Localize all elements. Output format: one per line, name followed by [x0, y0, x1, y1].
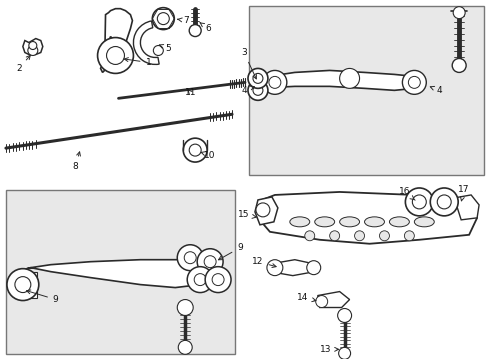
Circle shape	[316, 296, 328, 307]
Circle shape	[189, 24, 201, 37]
Text: 11: 11	[184, 88, 196, 97]
Text: 12: 12	[252, 257, 276, 267]
Circle shape	[338, 309, 352, 323]
Polygon shape	[258, 192, 477, 244]
Circle shape	[253, 85, 263, 95]
Circle shape	[430, 188, 458, 216]
Bar	[15, 272, 37, 298]
Circle shape	[157, 13, 169, 24]
Bar	[6, 190, 235, 354]
Circle shape	[305, 231, 315, 241]
Ellipse shape	[415, 217, 434, 227]
Text: 16: 16	[399, 188, 415, 200]
Circle shape	[183, 138, 207, 162]
Circle shape	[189, 144, 201, 156]
Circle shape	[205, 267, 231, 293]
Circle shape	[15, 276, 31, 293]
Polygon shape	[100, 9, 132, 72]
Circle shape	[153, 45, 163, 55]
Circle shape	[269, 76, 281, 88]
Text: 10: 10	[201, 150, 216, 159]
Text: 7: 7	[178, 16, 189, 25]
Circle shape	[197, 249, 223, 275]
Circle shape	[29, 41, 37, 50]
Text: 13: 13	[320, 345, 339, 354]
Text: 4: 4	[430, 86, 442, 95]
Circle shape	[98, 37, 133, 73]
Polygon shape	[23, 39, 43, 54]
Polygon shape	[265, 71, 419, 90]
Text: 8: 8	[73, 152, 80, 171]
Text: 6: 6	[200, 23, 211, 33]
Text: 17: 17	[459, 185, 470, 201]
Circle shape	[339, 347, 350, 359]
Ellipse shape	[315, 217, 335, 227]
Text: 14: 14	[297, 293, 316, 302]
Circle shape	[187, 267, 213, 293]
Circle shape	[256, 203, 270, 217]
Circle shape	[152, 8, 174, 30]
Text: 9: 9	[219, 243, 243, 260]
Text: 1: 1	[124, 58, 151, 67]
Polygon shape	[16, 260, 220, 288]
Circle shape	[355, 231, 365, 241]
Circle shape	[106, 46, 124, 64]
Circle shape	[194, 274, 206, 285]
Circle shape	[402, 71, 426, 94]
Circle shape	[330, 231, 340, 241]
Wedge shape	[133, 21, 159, 64]
Ellipse shape	[365, 217, 385, 227]
Circle shape	[248, 80, 268, 100]
Polygon shape	[318, 292, 349, 307]
Circle shape	[404, 231, 415, 241]
Circle shape	[184, 252, 196, 264]
Text: 3: 3	[241, 48, 256, 79]
Circle shape	[408, 76, 420, 88]
Circle shape	[177, 300, 193, 315]
Circle shape	[263, 71, 287, 94]
Circle shape	[453, 7, 465, 19]
Text: 5: 5	[159, 44, 171, 53]
Circle shape	[204, 256, 216, 268]
Circle shape	[178, 340, 192, 354]
Circle shape	[212, 274, 224, 285]
Circle shape	[452, 58, 466, 72]
Circle shape	[177, 245, 203, 271]
Bar	[249, 6, 484, 175]
Text: 4: 4	[241, 86, 254, 95]
Circle shape	[405, 188, 433, 216]
Ellipse shape	[390, 217, 409, 227]
Circle shape	[413, 195, 426, 209]
Text: 9: 9	[26, 290, 59, 304]
Circle shape	[307, 261, 321, 275]
Text: 2: 2	[16, 55, 30, 73]
Circle shape	[28, 45, 38, 55]
Circle shape	[248, 68, 268, 88]
Bar	[253, 78, 268, 90]
Circle shape	[340, 68, 360, 88]
Polygon shape	[270, 260, 318, 276]
Circle shape	[7, 269, 39, 301]
Circle shape	[253, 73, 263, 84]
Polygon shape	[255, 197, 278, 225]
Circle shape	[267, 260, 283, 276]
Polygon shape	[454, 195, 479, 220]
Ellipse shape	[290, 217, 310, 227]
Text: 15: 15	[238, 210, 256, 219]
Circle shape	[379, 231, 390, 241]
Circle shape	[437, 195, 451, 209]
Ellipse shape	[340, 217, 360, 227]
